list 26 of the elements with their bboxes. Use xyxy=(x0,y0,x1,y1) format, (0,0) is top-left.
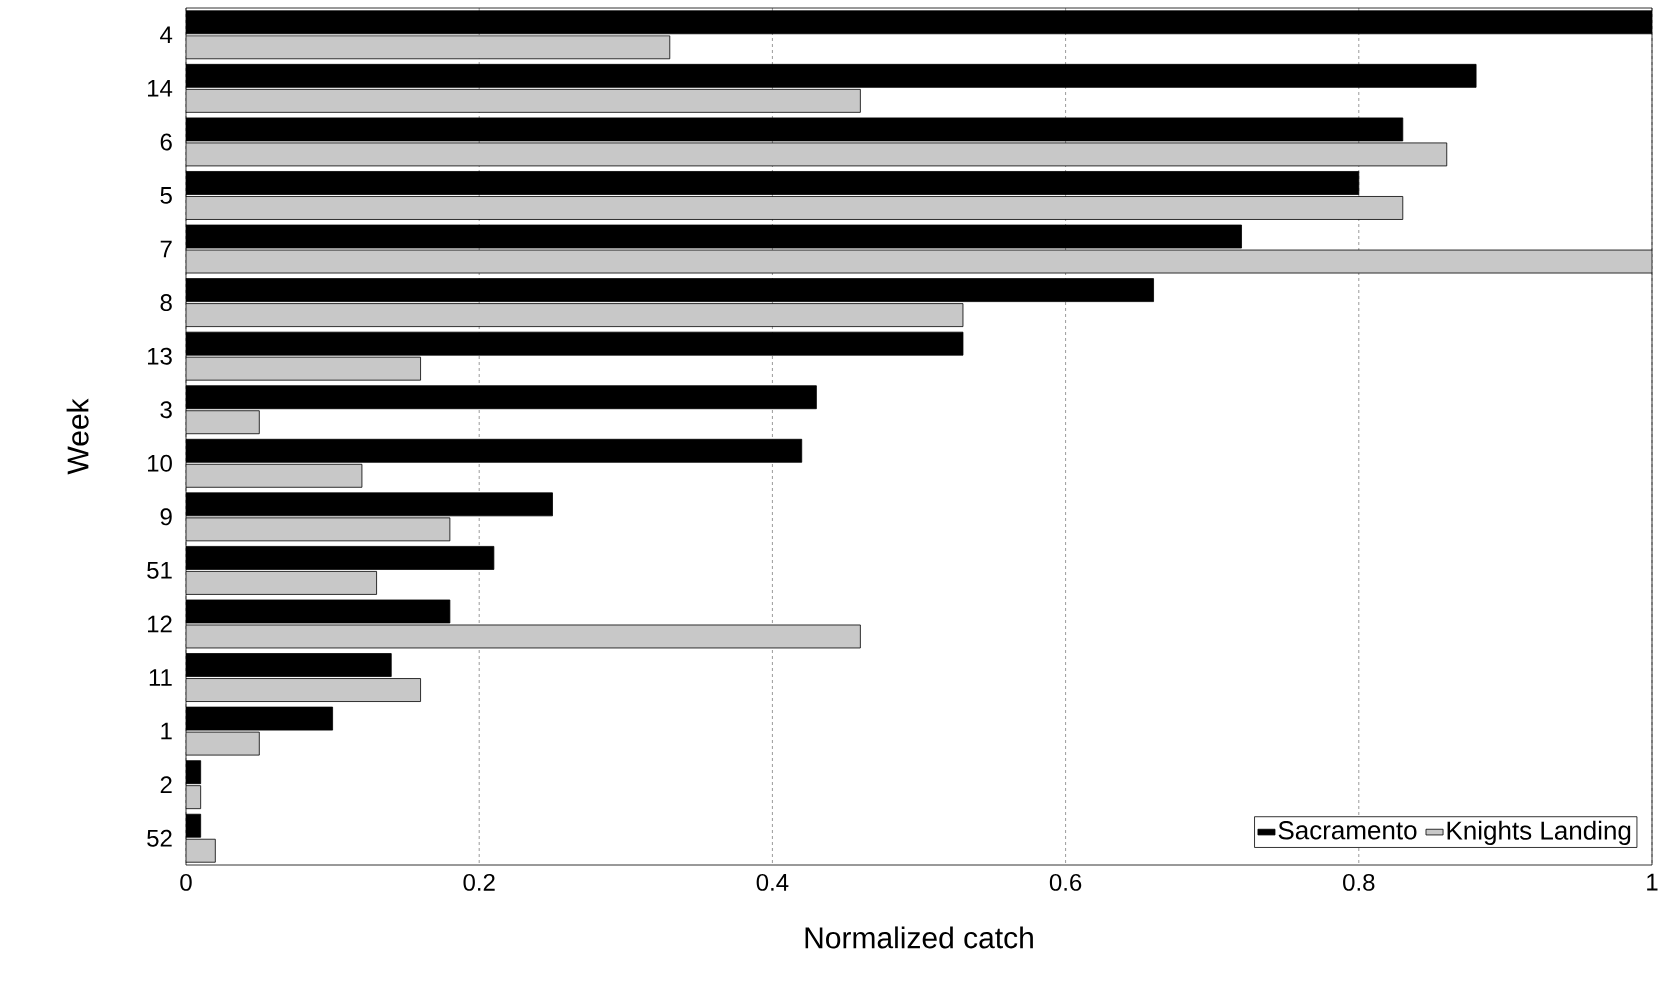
y-tick-label: 52 xyxy=(147,829,172,847)
y-tick-label: 3 xyxy=(160,401,172,419)
y-tick-label: 51 xyxy=(147,562,172,579)
y-tick-label: 2 xyxy=(160,776,172,794)
y-tick-label: 7 xyxy=(160,240,172,258)
x-tick-label: 0.6 xyxy=(1049,873,1082,891)
x-tick-label: 0.4 xyxy=(756,873,789,891)
y-axis-title: Week xyxy=(66,398,89,475)
x-tick-label: 0 xyxy=(180,873,192,891)
y-tick-label: 13 xyxy=(148,347,172,365)
y-tick-label: 4 xyxy=(160,26,173,44)
y-tick-label: 9 xyxy=(160,508,172,526)
x-tick-label: 1 xyxy=(1647,873,1658,891)
y-tick-label: 5 xyxy=(160,187,172,204)
y-tick-label: 8 xyxy=(160,294,172,312)
x-axis-title: Normalized catch xyxy=(805,926,1033,949)
y-tick-label: 12 xyxy=(148,615,172,633)
legend-label: Knights Landing xyxy=(1447,820,1631,845)
x-tick-label: 0.8 xyxy=(1343,873,1375,891)
y-tick-label: 10 xyxy=(148,454,172,472)
y-tick-label: 11 xyxy=(149,669,172,686)
x-tick-label: 0.2 xyxy=(463,873,495,891)
y-tick-label: 6 xyxy=(160,133,172,151)
legend-label: Sacramento xyxy=(1278,821,1417,840)
y-tick-label: 14 xyxy=(148,80,173,97)
y-tick-label: 1 xyxy=(161,722,172,740)
